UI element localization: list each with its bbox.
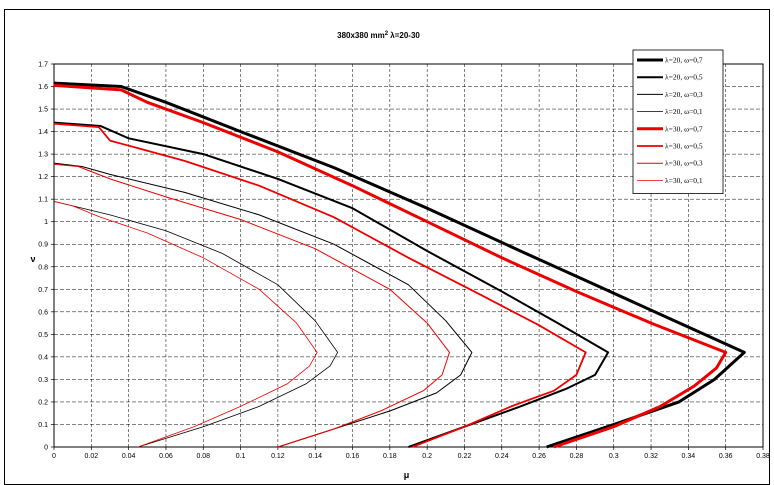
y-tick-label: 1.5 (38, 107, 48, 114)
x-tick-label: 0.04 (122, 453, 136, 460)
x-tick-label: 0.36 (719, 453, 733, 460)
legend-label: λ=30, ω=0,3 (665, 159, 703, 168)
x-tick-label: 0.08 (196, 453, 210, 460)
y-tick-label: 0.6 (38, 309, 48, 316)
legend-label: λ=20, ω=0,7 (665, 56, 703, 65)
y-tick-label: 0.4 (38, 354, 48, 361)
x-tick-label: 0.1 (236, 453, 246, 460)
y-tick-label: 1.3 (38, 152, 48, 159)
y-tick-label: 0.3 (38, 377, 48, 384)
series-layer (53, 81, 746, 449)
legend: λ=20, ω=0,7 λ=20, ω=0,5 λ=20, ω=0,3 λ=20, ω… (632, 49, 724, 195)
x-axis-label: μ (404, 470, 410, 480)
series-line-1 (53, 81, 746, 449)
legend-label: λ=30, ω=0,7 (665, 124, 703, 133)
chart-title: 380x380 mm2 λ=20-30 (337, 31, 420, 40)
y-tick-label: 0.9 (38, 242, 48, 249)
y-axis-label: ν (30, 254, 35, 264)
series-line-4 (53, 201, 338, 448)
legend-label: λ=20, ω=0,5 (665, 73, 703, 82)
series-line-6 (53, 122, 587, 448)
series-line-8 (53, 201, 318, 448)
y-tick-label: 1 (44, 219, 48, 226)
y-tick-labels: 0 0.1 0.2 0.3 0.4 0.5 0.6 0.7 0.8 0.9 1 1.1 1.2 1.3 1.… (38, 62, 48, 452)
grid (51, 63, 764, 450)
y-tick-label: 0.2 (38, 399, 48, 406)
y-tick-label: 0.1 (38, 422, 48, 429)
x-tick-label: 0.38 (756, 453, 770, 460)
x-tick-label: 0.2 (422, 453, 432, 460)
x-tick-label: 0.26 (532, 453, 546, 460)
y-tick-label: 1.4 (38, 129, 48, 136)
y-tick-label: 1.6 (38, 84, 48, 91)
x-tick-label: 0.32 (644, 453, 658, 460)
x-tick-label: 0.18 (383, 453, 397, 460)
legend-label: λ=20, ω=0,1 (665, 107, 703, 116)
series-line-7 (53, 163, 450, 448)
x-tick-label: 0.3 (609, 453, 619, 460)
x-tick-label: 0.14 (308, 453, 322, 460)
y-tick-label: 1.1 (38, 197, 48, 204)
legend-label: λ=30, ω=0,5 (665, 142, 703, 151)
x-tick-label: 0.28 (570, 453, 584, 460)
series-line-2 (53, 121, 610, 448)
x-tick-label: 0.02 (85, 453, 99, 460)
x-tick-label: 0.24 (495, 453, 509, 460)
x-tick-label: 0.22 (458, 453, 472, 460)
x-tick-labels: 0 0.02 0.04 0.06 0.08 0.1 0.12 0.14 0.16 0.18 0.2 0… (52, 453, 770, 460)
x-tick-label: 0.12 (271, 453, 285, 460)
y-tick-label: 0.8 (38, 264, 48, 271)
y-tick-label: 1.2 (38, 174, 48, 181)
legend-label: λ=20, ω=0,3 (665, 90, 703, 99)
legend-box (632, 49, 724, 195)
x-tick-label: 0.34 (682, 453, 696, 460)
x-tick-label: 0.16 (346, 453, 360, 460)
y-tick-label: 1.7 (38, 62, 48, 69)
x-tick-label: 0.06 (159, 453, 173, 460)
series-line-3 (53, 162, 473, 448)
y-tick-label: 0.5 (38, 332, 48, 339)
y-tick-label: 0.7 (38, 287, 48, 294)
y-tick-label: 0 (44, 445, 48, 452)
legend-label: λ=30, ω=0,1 (665, 176, 703, 185)
x-tick-label: 0 (52, 453, 56, 460)
series-line-5 (53, 83, 728, 449)
